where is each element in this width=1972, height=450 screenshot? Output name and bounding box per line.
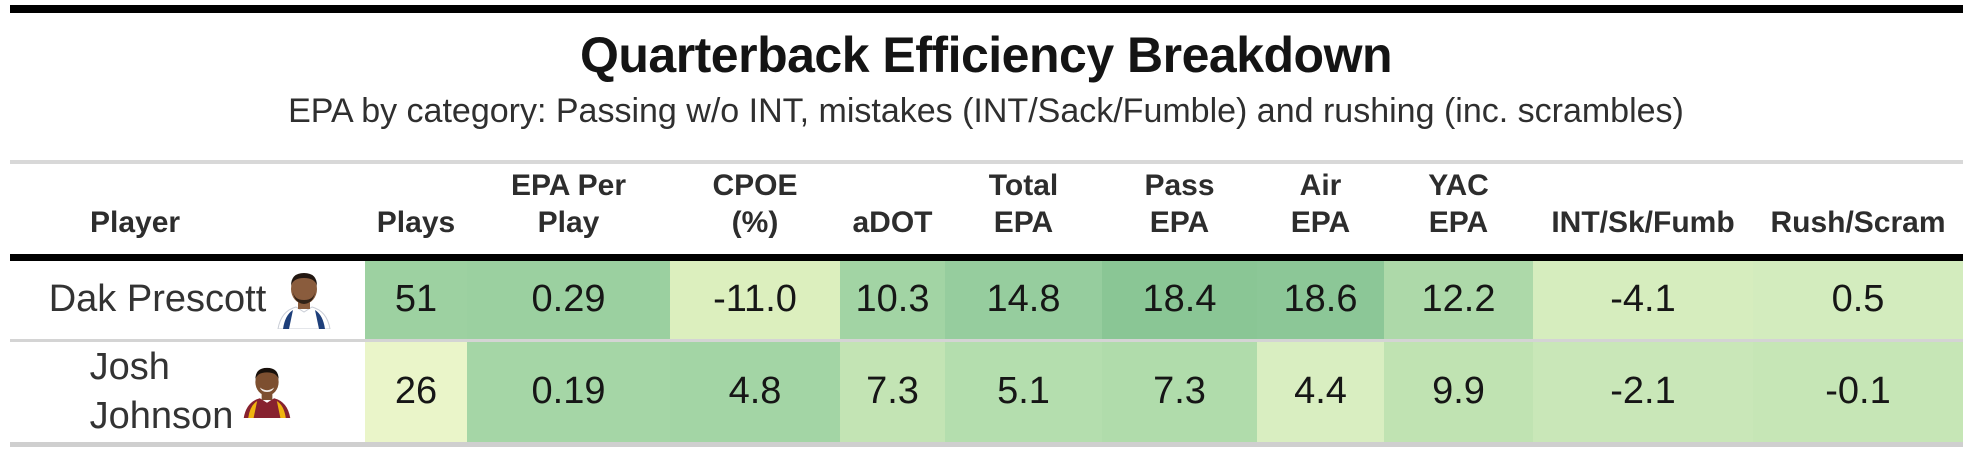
cell-total-epa: 14.8: [945, 260, 1102, 339]
cell-adot: 10.3: [840, 260, 945, 339]
header-divider-rule: [10, 253, 1963, 261]
cell-cpoe: 4.8: [670, 341, 840, 442]
column-header-plays: Plays: [376, 206, 456, 240]
column-header-air-epa: Air EPA: [1290, 168, 1351, 240]
column-header-player: Player: [90, 206, 181, 240]
subtitle-divider-rule: [10, 159, 1963, 164]
column-header-epa-per-play: EPA Per Play: [510, 168, 627, 240]
player-name: Dak Prescott: [48, 278, 267, 321]
table-header-row: Player Plays EPA Per Play CPOE (%) aDOT …: [10, 164, 1972, 254]
column-header-adot: aDOT: [852, 206, 933, 240]
column-header-int-sk-fumb: INT/Sk/Fumb: [1551, 206, 1735, 240]
cell-pass-epa: 7.3: [1102, 341, 1257, 442]
cell-yac-epa: 12.2: [1384, 260, 1533, 339]
player-cell: Josh Johnson: [10, 341, 365, 442]
row-divider-rule: [10, 338, 1963, 342]
table-row: Josh Johnson 26 0.19 4.8 7.3 5.1 7.3 4.4…: [10, 341, 1972, 442]
column-header-pass-epa: Pass EPA: [1144, 168, 1215, 240]
top-border-rule: [10, 5, 1963, 13]
player-headshot: [244, 367, 291, 418]
cell-epa-per-play: 0.19: [467, 341, 670, 442]
page-subtitle: EPA by category: Passing w/o INT, mistak…: [288, 92, 1684, 130]
cell-air-epa: 4.4: [1257, 341, 1384, 442]
cell-yac-epa: 9.9: [1384, 341, 1533, 442]
column-header-cpoe: CPOE (%): [712, 168, 798, 240]
column-header-total-epa: Total EPA: [988, 168, 1059, 240]
cell-pass-epa: 18.4: [1102, 260, 1257, 339]
cell-cpoe: -11.0: [670, 260, 840, 339]
qb-stats-table: Player Plays EPA Per Play CPOE (%) aDOT …: [0, 159, 1972, 447]
player-name: Josh Johnson: [89, 346, 234, 437]
cell-total-epa: 5.1: [945, 341, 1102, 442]
cell-int-sk-fumb: -4.1: [1533, 260, 1753, 339]
column-header-rush-scram: Rush/Scram: [1770, 206, 1946, 240]
cell-plays: 26: [365, 341, 467, 442]
cell-air-epa: 18.6: [1257, 260, 1384, 339]
cell-rush-scram: 0.5: [1753, 260, 1963, 339]
player-headshot: [277, 272, 331, 329]
table-row: Dak Prescott 51 0.29 -11.0 10.3 14.8 18.…: [10, 260, 1972, 339]
cell-adot: 7.3: [840, 341, 945, 442]
bottom-border-rule: [10, 441, 1963, 447]
cell-epa-per-play: 0.29: [467, 260, 670, 339]
cell-plays: 51: [365, 260, 467, 339]
cell-rush-scram: -0.1: [1753, 341, 1963, 442]
cell-int-sk-fumb: -2.1: [1533, 341, 1753, 442]
player-cell: Dak Prescott: [10, 260, 365, 339]
page-title: Quarterback Efficiency Breakdown: [579, 27, 1393, 83]
column-header-yac-epa: YAC EPA: [1428, 168, 1489, 240]
